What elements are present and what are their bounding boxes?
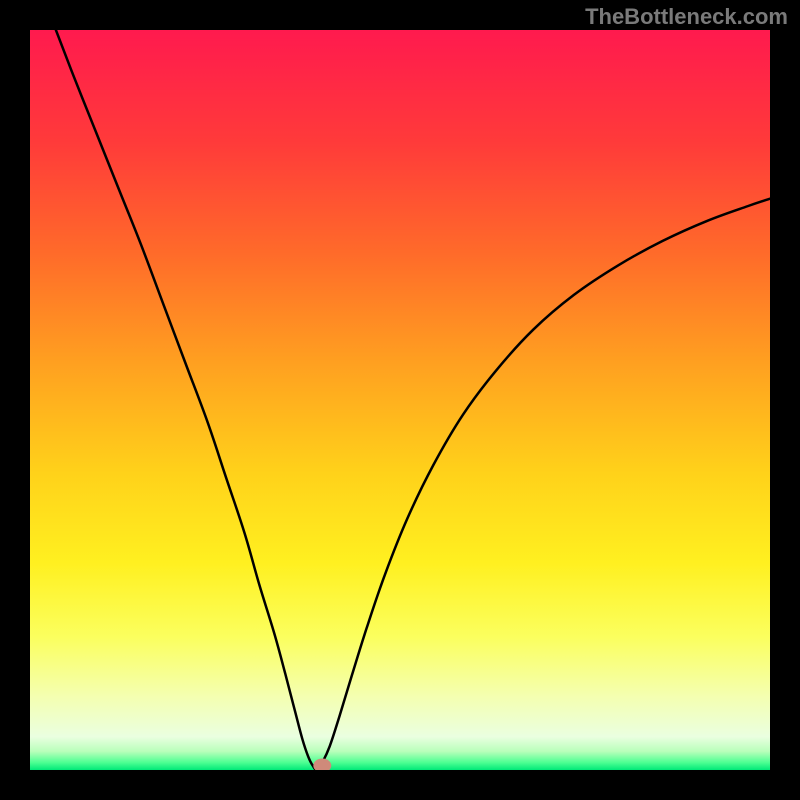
watermark-text: TheBottleneck.com [585,4,788,30]
bottleneck-curve [30,30,770,770]
plot-area [30,30,770,770]
chart-frame: TheBottleneck.com [0,0,800,800]
